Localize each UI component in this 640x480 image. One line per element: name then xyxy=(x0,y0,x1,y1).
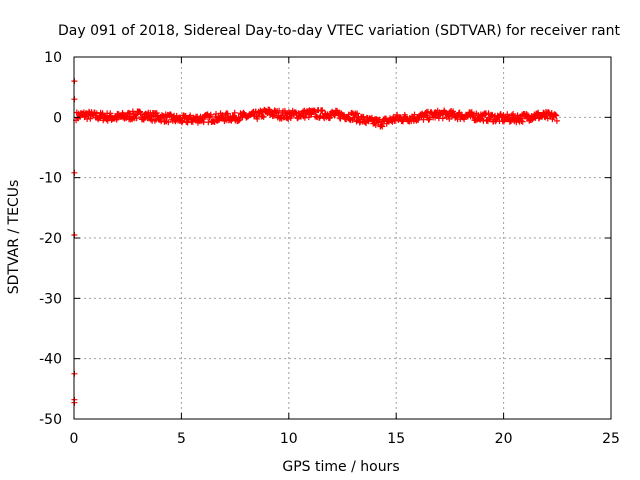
y-tick-label: -20 xyxy=(39,231,62,247)
data-point xyxy=(151,117,158,124)
y-tick-label: 0 xyxy=(53,110,62,126)
chart-title: Day 091 of 2018, Sidereal Day-to-day VTE… xyxy=(58,23,620,39)
data-point xyxy=(207,111,214,118)
data-point xyxy=(379,123,386,130)
data-point xyxy=(553,112,560,119)
data-point xyxy=(87,115,94,122)
x-tick-label: 0 xyxy=(70,431,79,447)
data-point xyxy=(165,119,172,126)
data-point xyxy=(552,112,559,118)
x-tick-label: 5 xyxy=(177,431,186,447)
data-point xyxy=(206,114,213,121)
x-tick-label: 20 xyxy=(495,431,513,447)
data-point xyxy=(184,119,191,126)
data-point xyxy=(260,113,267,120)
data-layer xyxy=(71,78,560,406)
data-point xyxy=(510,111,517,117)
data-point xyxy=(477,116,484,123)
data-point xyxy=(450,108,457,115)
data-point xyxy=(415,116,422,123)
data-point xyxy=(126,110,133,117)
x-tick-label: 10 xyxy=(280,431,298,447)
data-point xyxy=(439,115,446,122)
data-point xyxy=(212,114,219,120)
y-tick-label: -50 xyxy=(39,412,62,428)
data-point xyxy=(327,114,333,121)
data-point xyxy=(468,109,475,116)
axis-ticks: 0 5 10 15 20 25 10 0 -10 -20 -30 -40 -50 xyxy=(39,50,620,447)
x-axis-label: GPS time / hours xyxy=(282,459,399,475)
data-point xyxy=(553,117,560,124)
x-tick-label: 25 xyxy=(602,431,620,447)
data-point xyxy=(319,107,326,114)
data-point xyxy=(301,114,308,121)
data-point xyxy=(432,114,439,121)
y-tick-label: 10 xyxy=(44,50,62,66)
data-point xyxy=(354,110,361,117)
y-tick-label: -10 xyxy=(39,171,62,187)
data-point xyxy=(399,117,406,124)
x-tick-label: 15 xyxy=(387,431,405,447)
data-point xyxy=(519,118,526,125)
y-tick-label: -40 xyxy=(39,352,62,368)
y-tick-label: -30 xyxy=(39,291,62,307)
data-point xyxy=(102,113,109,120)
y-axis-label: SDTVAR / TECUs xyxy=(6,180,22,295)
data-point xyxy=(311,107,318,114)
data-point xyxy=(133,115,140,122)
data-point xyxy=(187,112,194,119)
data-point xyxy=(518,118,525,124)
data-point xyxy=(359,113,366,120)
data-point xyxy=(231,109,238,116)
